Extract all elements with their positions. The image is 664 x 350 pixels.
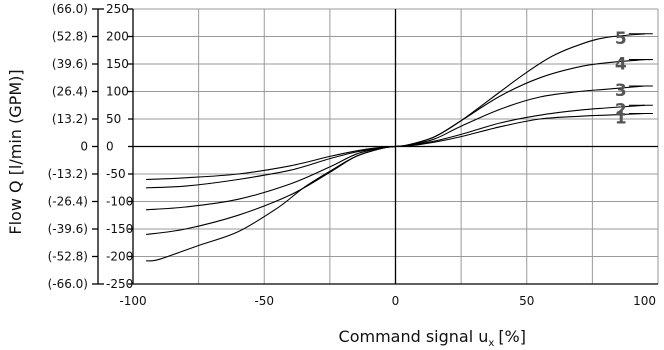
y-tick-label-gpm: (39.6) [52,57,88,71]
x-axis-title: Command signal ux [%] [339,327,526,349]
x-tick-label: 50 [519,294,534,308]
series-label-3: 3 [615,81,627,101]
x-tick-label: 100 [633,294,656,308]
y-tick-label-gpm: (66.0) [52,2,88,16]
tick-labels: 250(66.0)200(52.8)150(39.6)100(26.4)50(1… [48,2,656,308]
y-tick-label: 50 [106,112,121,126]
x-tick-label: -50 [254,294,274,308]
y-tick-label-gpm: (-39.6) [48,222,88,236]
y-tick-label-gpm: (-26.4) [48,195,88,209]
y-tick-label: -100 [106,195,133,209]
series-line-5 [146,33,645,262]
y-tick-label: 100 [106,85,129,99]
series-label-1: 1 [615,109,627,129]
y-tick-label: -50 [106,167,126,181]
x-axis-title-main: Command signal u [339,327,489,346]
y-tick-label-gpm: (52.8) [52,30,88,44]
series-label-4: 4 [615,55,627,75]
y-tick-label-gpm: (26.4) [52,85,88,99]
y-tick-label: 200 [106,30,129,44]
series-labels: 123 4 5 [615,29,653,129]
y-tick-label: 150 [106,57,129,71]
y-tick-label-gpm: 0 [80,140,88,154]
series-curves [146,33,645,262]
y-tick-label-gpm: (-13.2) [48,167,88,181]
y-tick-label-gpm: (-52.8) [48,250,88,264]
y-tick-label: 250 [106,2,129,16]
series-label-2: 2 [615,100,627,120]
x-tick-label: 0 [392,294,400,308]
x-tick-label: -100 [119,294,146,308]
y-tick-label: 0 [106,140,114,154]
x-axis-title-subscript: x [488,338,494,349]
x-axis-title-unit: [%] [498,327,526,346]
y-tick-label-gpm: (-66.0) [48,277,88,291]
series-label-5: 5 [615,29,627,49]
axes [92,8,658,285]
y-axis-title: Flow Q [l/min (GPM)] [6,69,25,234]
y-tick-label: -150 [106,222,133,236]
y-tick-label: -250 [106,277,133,291]
y-tick-label-gpm: (13.2) [52,112,88,126]
y-tick-label: -200 [106,250,133,264]
